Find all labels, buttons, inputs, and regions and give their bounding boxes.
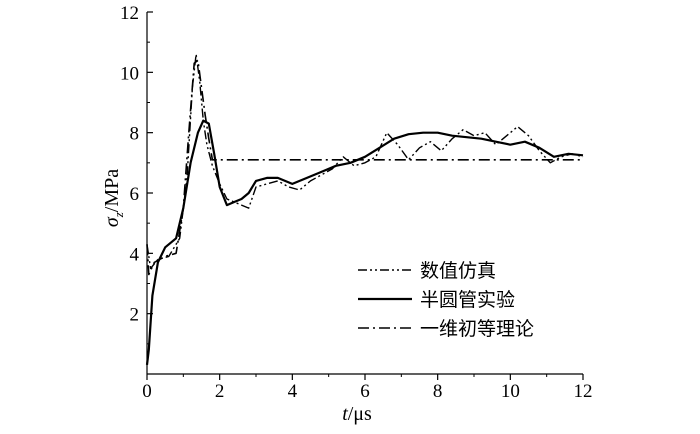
y-tick-label: 10 <box>120 63 139 84</box>
x-tick-label: 4 <box>288 381 298 402</box>
series-line-3 <box>146 59 583 276</box>
x-tick-label: 8 <box>433 381 443 402</box>
series-line-1 <box>146 53 584 270</box>
y-axis-label-unit: /MPa <box>101 169 123 212</box>
axes: 0 2 4 6 8 10 12 2 4 6 8 10 12 t/μs σz/MPa <box>101 3 593 425</box>
x-axis-label-var: t <box>342 403 348 425</box>
y-axis-label-var: σ <box>101 216 123 227</box>
y-tick-label: 12 <box>120 3 139 24</box>
series-line-2 <box>145 119 584 366</box>
x-axis-label-unit: /μs <box>348 403 372 425</box>
legend-label-2: 半圆管实验 <box>420 289 515 311</box>
x-tick-label: 10 <box>501 381 520 402</box>
y-tick-label: 2 <box>130 305 140 326</box>
series-layer <box>145 53 584 366</box>
y-axis-label-sub: z <box>111 212 126 218</box>
y-tick-label: 8 <box>130 124 140 145</box>
x-tick-label: 6 <box>360 381 370 402</box>
y-axis-label: σz/MPa <box>101 169 126 227</box>
y-tick-label: 4 <box>130 244 140 265</box>
x-tick-label: 0 <box>142 381 152 402</box>
x-tick-label: 12 <box>574 381 593 402</box>
x-tick-label: 2 <box>215 381 225 402</box>
legend-label-3: 一维初等理论 <box>420 318 534 340</box>
x-axis-label: t/μs <box>342 403 372 425</box>
y-tick-label: 6 <box>130 184 140 205</box>
legend-label-1: 数值仿真 <box>420 260 496 282</box>
